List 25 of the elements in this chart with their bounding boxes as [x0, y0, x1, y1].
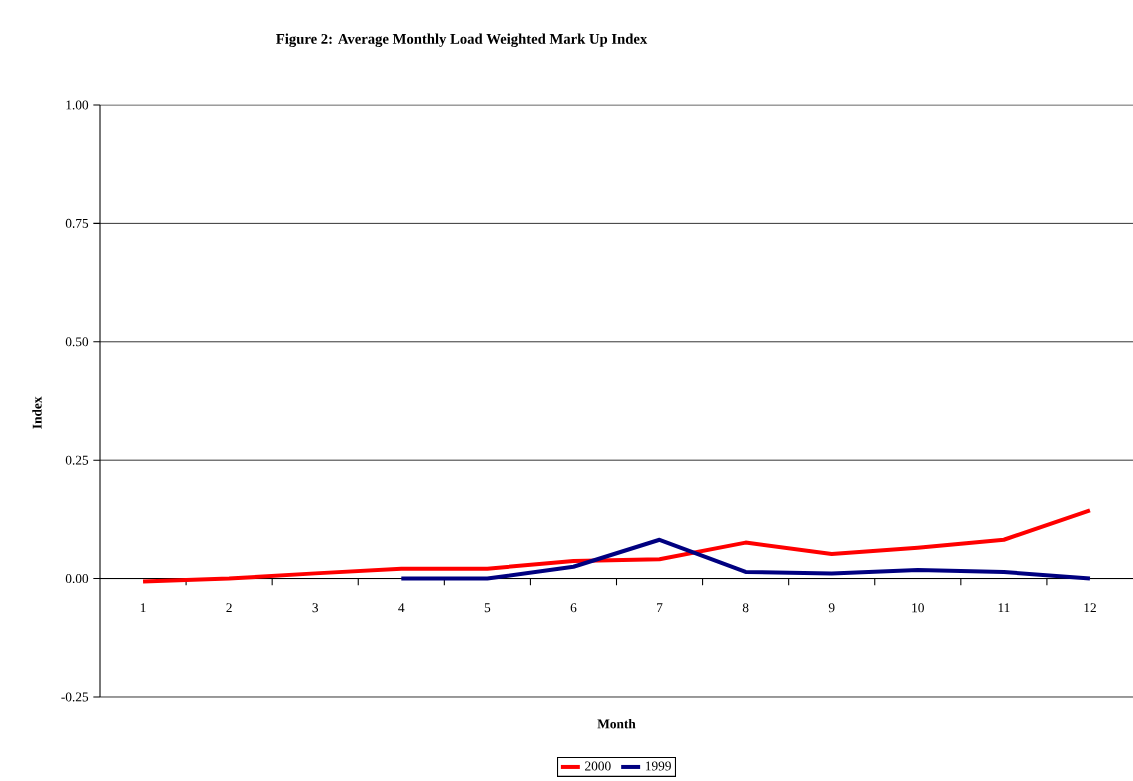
- x-tick-label: 8: [742, 603, 749, 613]
- x-tick-label: 4: [398, 603, 405, 613]
- x-tick-label: 5: [484, 603, 491, 613]
- legend-label: 1999: [645, 761, 671, 771]
- y-tick-label: 0.25: [65, 455, 89, 465]
- y-tick-label: -0.25: [61, 692, 89, 702]
- x-tick-label: 12: [1084, 603, 1096, 613]
- x-tick-label: 7: [657, 603, 663, 613]
- legend-label: 2000: [585, 761, 611, 771]
- y-tick-label: 0.75: [65, 218, 89, 228]
- y-tick-label: 0.00: [65, 574, 89, 584]
- x-tick-label: 6: [570, 603, 577, 613]
- line-series: [399, 537, 1092, 581]
- x-tick-label: 9: [828, 603, 835, 613]
- x-tick-label: 2: [226, 603, 232, 613]
- y-tick-label: 0.50: [65, 337, 89, 347]
- line-series: [141, 508, 1092, 584]
- chart-title: Figure 2: Average Monthly Load Weighted Mark Up Index: [276, 33, 648, 47]
- y-tick-label: 1.00: [66, 100, 89, 110]
- x-tick-label: 10: [912, 603, 924, 613]
- x-axis-title: Month: [597, 719, 636, 729]
- x-tick-label: 1: [140, 603, 146, 613]
- y-axis-title: Index: [32, 396, 42, 429]
- x-tick-label: 11: [998, 603, 1010, 613]
- x-tick-label: 3: [312, 603, 319, 613]
